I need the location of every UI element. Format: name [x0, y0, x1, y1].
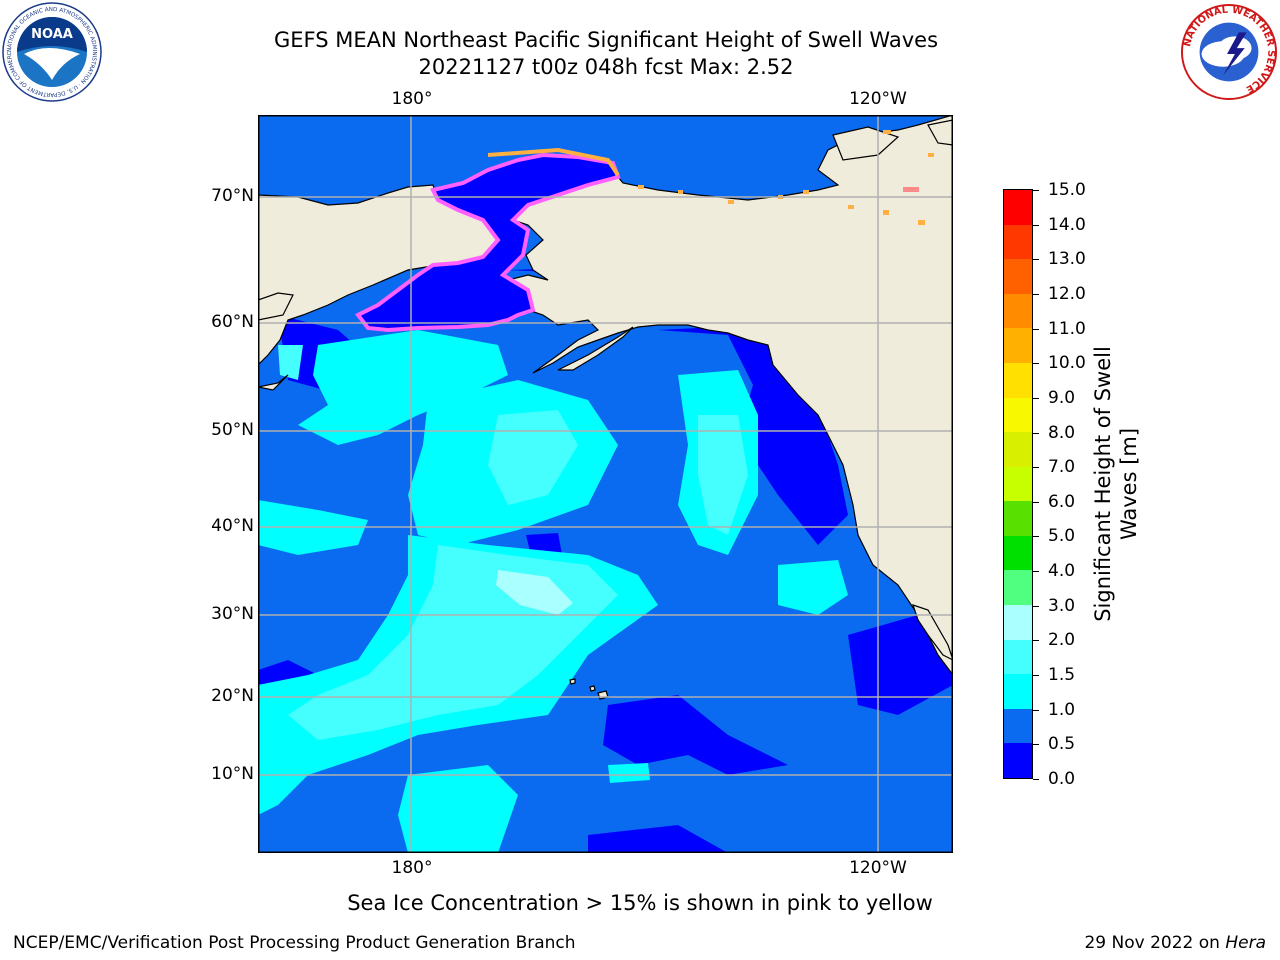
- chart-subtitle: 20221127 t00z 048h fcst Max: 2.52: [418, 55, 794, 79]
- swell-band-2-3: [496, 570, 573, 615]
- colorbar-segment: [1004, 189, 1032, 225]
- chart-title: GEFS MEAN Northeast Pacific Significant …: [273, 28, 939, 52]
- colorbar-tick-label: 5.0: [1032, 527, 1075, 545]
- lat-label-20n: 20°N: [211, 686, 254, 706]
- colorbar-tick-label: 1.5: [1032, 666, 1075, 684]
- colorbar-segment: [1004, 742, 1032, 778]
- lon-label-top-180: 180°: [391, 89, 433, 109]
- graticule: [258, 115, 953, 853]
- colorbar-label-line1: Significant Height of Swell: [1091, 346, 1115, 622]
- colorbar-tick-label: 0.5: [1032, 735, 1075, 753]
- colorbar-tick-label: 7.0: [1032, 458, 1075, 476]
- colorbar-segment: [1004, 397, 1032, 433]
- lon-label-bottom-120w: 120°W: [849, 858, 907, 878]
- colorbar-segment: [1004, 327, 1032, 363]
- colorbar-tick-label: 1.0: [1032, 701, 1075, 719]
- colorbar-segment: [1004, 293, 1032, 329]
- nws-logo: NATIONAL WEATHER SERVICE: [1180, 3, 1278, 101]
- colorbar-segment: [1004, 258, 1032, 294]
- colorbar-tick-label: 4.0: [1032, 562, 1075, 580]
- lat-label-50n: 50°N: [211, 420, 254, 440]
- colorbar-segment: [1004, 639, 1032, 675]
- colorbar: [1003, 189, 1033, 779]
- colorbar-tick-label: 6.0: [1032, 493, 1075, 511]
- colorbar-segment: [1004, 673, 1032, 709]
- colorbar-segment: [1004, 224, 1032, 260]
- colorbar-segment: [1004, 431, 1032, 467]
- land-masses: [258, 115, 953, 700]
- colorbar-segment: [1004, 466, 1032, 502]
- lat-label-30n: 30°N: [211, 604, 254, 624]
- lat-label-70n: 70°N: [211, 186, 254, 206]
- colorbar-tick-label: 0.0: [1032, 770, 1075, 788]
- colorbar-tick-label: 9.0: [1032, 389, 1075, 407]
- colorbar-segment: [1004, 604, 1032, 640]
- colorbar-segment: [1004, 535, 1032, 571]
- lon-label-top-120w: 120°W: [849, 89, 907, 109]
- colorbar-tick-label: 12.0: [1033, 285, 1086, 303]
- colorbar-tick-label: 11.0: [1033, 320, 1086, 338]
- footer-date: 29 Nov 2022 on Hera: [1084, 933, 1266, 953]
- colorbar-tick-label: 13.0: [1033, 250, 1086, 268]
- sea-ice-note-text: Sea Ice Concentration > 15% is shown in …: [347, 891, 933, 915]
- footer-date-text: 29 Nov 2022 on: [1084, 933, 1226, 953]
- colorbar-tick-label: 15.0: [1033, 181, 1086, 199]
- lat-label-60n: 60°N: [211, 312, 254, 332]
- colorbar-tick-label: 10.0: [1033, 354, 1086, 372]
- colorbar-tick-label: 8.0: [1032, 424, 1075, 442]
- colorbar-segment: [1004, 708, 1032, 744]
- colorbar-tick-label: 2.0: [1032, 631, 1075, 649]
- colorbar-tick-label: 14.0: [1033, 216, 1086, 234]
- noaa-logo-text: NOAA: [31, 27, 73, 42]
- lon-label-bottom-180: 180°: [391, 858, 433, 878]
- colorbar-label-line2: Waves [m]: [1117, 427, 1141, 541]
- lightning-icon: [1223, 32, 1247, 76]
- colorbar-label: Significant Height of Swell Waves [m]: [1090, 346, 1142, 622]
- colorbar-segment: [1004, 362, 1032, 398]
- lat-label-40n: 40°N: [211, 516, 254, 536]
- bering-sea: [354, 147, 621, 333]
- colorbar-segment: [1004, 500, 1032, 536]
- lat-label-10n: 10°N: [211, 764, 254, 784]
- footer-credit: NCEP/EMC/Verification Post Processing Pr…: [13, 933, 576, 953]
- swell-height-map: [258, 115, 953, 853]
- noaa-logo: NATIONAL OCEANIC AND ATMOSPHERIC ADMINIS…: [2, 2, 102, 102]
- colorbar-segment: [1004, 569, 1032, 606]
- colorbar-tick-label: 3.0: [1032, 597, 1075, 615]
- footer-host: Hera: [1225, 933, 1266, 953]
- sea-ice-note: Sea Ice Concentration > 15% is shown in …: [0, 891, 1280, 915]
